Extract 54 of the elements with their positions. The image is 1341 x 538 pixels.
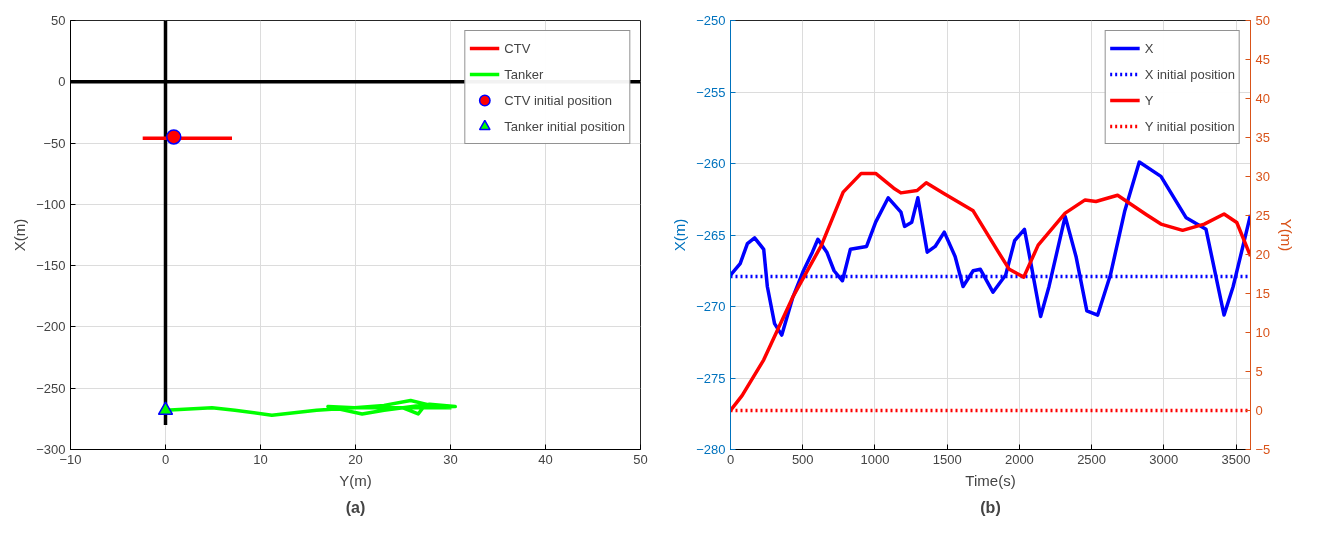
y-tick-label: −275 <box>696 370 726 386</box>
y2-tick-label: 10 <box>1255 325 1270 340</box>
y-tick-label: −100 <box>36 196 66 212</box>
y2-tick-label: 35 <box>1255 130 1270 145</box>
y2-tick-label: 5 <box>1255 364 1263 379</box>
legend-label: Y initial position <box>1144 117 1235 136</box>
x-axis-title: Time(s) <box>965 471 1016 489</box>
legend-label: CTV initial position <box>504 91 612 110</box>
y-tick-label: −270 <box>696 299 726 314</box>
y-tick-label: −280 <box>696 442 726 457</box>
y-tick-label: −150 <box>36 258 66 274</box>
x-axis-title: Y(m) <box>339 471 372 489</box>
y-tick-label: −255 <box>696 84 726 100</box>
x-tick-label: 30 <box>443 451 458 467</box>
legend-label: X initial position <box>1144 65 1235 84</box>
y-tick-label: 50 <box>51 13 66 28</box>
text: (b) <box>980 498 1001 516</box>
legend-label: CTV <box>504 39 531 58</box>
y-axis-title: X(m) <box>11 218 29 252</box>
y-axis-title: X(m) <box>671 218 689 252</box>
legend-label: Tanker <box>504 65 544 84</box>
y2-tick-label: 0 <box>1255 403 1263 418</box>
x-tick-label: 3500 <box>1221 451 1251 467</box>
y-tick-label: −250 <box>696 13 726 28</box>
y2-tick-label: 45 <box>1255 52 1270 67</box>
y-tick-label: 0 <box>58 74 66 90</box>
x-tick-label: 40 <box>538 451 553 467</box>
y2-tick-label: −5 <box>1255 442 1271 457</box>
y2-tick-label: 40 <box>1255 91 1270 106</box>
x-tick-label: 20 <box>348 451 363 467</box>
y-tick-label: −265 <box>696 227 726 243</box>
x-tick-label: 10 <box>253 451 268 467</box>
y2-tick-label: 30 <box>1255 169 1270 184</box>
y-tick-label: −250 <box>36 380 66 396</box>
x-tick-label: 50 <box>633 451 648 467</box>
legend-label: Y <box>1144 91 1155 110</box>
x-tick-label: 1500 <box>932 451 962 467</box>
legend-label: Tanker initial position <box>504 117 625 136</box>
y-tick-label: −260 <box>696 156 726 171</box>
y2-tick-label: 25 <box>1255 208 1270 223</box>
y-tick-label: −50 <box>43 135 66 151</box>
y2-tick-label: 20 <box>1255 247 1270 262</box>
y2-tick-label: 15 <box>1255 286 1270 301</box>
x-tick-label: 3000 <box>1149 451 1179 467</box>
x-tick-label: 2000 <box>1004 451 1034 467</box>
legend-label: X <box>1144 39 1155 58</box>
x-tick-label: 500 <box>791 451 814 467</box>
x-tick-label: 1000 <box>860 451 890 467</box>
x-tick-label: 2500 <box>1077 451 1107 467</box>
text: (a) <box>345 498 366 516</box>
x-tick-label: 0 <box>161 451 170 467</box>
y2-tick-label: 50 <box>1255 13 1270 28</box>
y-tick-label: −200 <box>36 319 66 335</box>
y2-axis-title: Y(m) <box>1278 218 1296 252</box>
